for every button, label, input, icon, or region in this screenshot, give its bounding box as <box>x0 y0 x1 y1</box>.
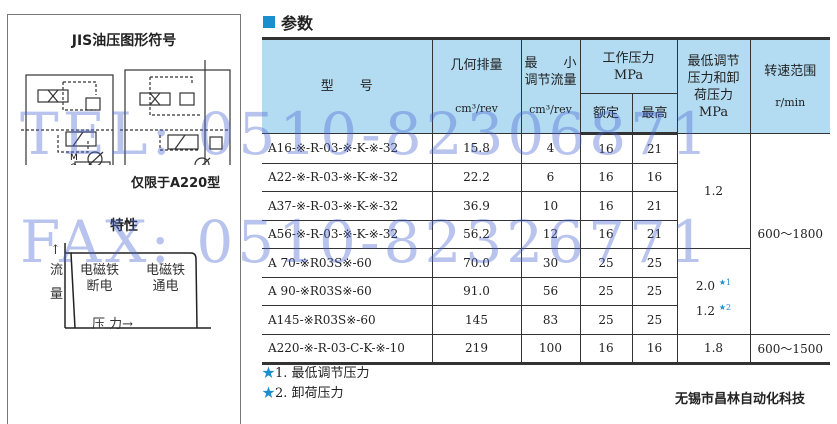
displacement-cell: 219 <box>431 333 522 364</box>
min-flow-cell: 83 <box>520 305 581 335</box>
rated-pressure-cell: 16 <box>579 333 633 364</box>
rated-pressure-cell: 25 <box>579 248 633 278</box>
model-cell: A 70-※R03S※-60 <box>262 248 433 278</box>
y-axis-label-2: 量 <box>50 287 64 302</box>
header-work-pressure: 工作压力 MPa <box>579 38 678 94</box>
header-rated: 额定 <box>580 93 633 135</box>
table-row: A220-※-R-03-C-K-※-10 219 100 16 16 1.8 600～150… <box>262 333 831 364</box>
max-pressure-cell: 25 <box>631 276 678 306</box>
rated-pressure-cell: 16 <box>579 133 633 164</box>
max-pressure-cell: 25 <box>631 305 678 335</box>
table-row: A16-※-R-03-※-K-※-32 15.8 4 16 21 1.2 600～1800 <box>262 133 831 335</box>
header-min-flow: 最 小调节流量 cm³/rev <box>520 38 581 134</box>
table-row: A 70-※R03S※-60 70.0 30 25 25 2.0 ★1 1.2 ★2 <box>262 248 830 335</box>
min-flow-cell: 100 <box>520 333 581 364</box>
section-marker-icon <box>263 16 275 28</box>
model-cell: A16-※-R-03-※-K-※-32 <box>262 133 433 164</box>
svg-text:O: O <box>70 163 77 165</box>
rated-pressure-cell: 16 <box>579 162 633 192</box>
hydraulic-symbol-diagram: M O <box>21 74 114 165</box>
a220-note: 仅限于A220型 <box>131 176 221 191</box>
max-pressure-cell: 16 <box>631 162 678 192</box>
displacement-cell: 22.2 <box>431 162 522 192</box>
left-panel: JIS油压图形符号 M O <box>7 14 241 424</box>
header-max: 最高 <box>631 93 678 135</box>
model-cell: A56-※-R-03-※-K-※-32 <box>262 219 433 249</box>
header-speed: 转速范围 r/min <box>749 38 831 134</box>
displacement-cell: 91.0 <box>431 276 522 306</box>
symbol-title: JIS油压图形符号 <box>71 33 177 49</box>
header-displacement: 几何排量 cm³/rev <box>431 38 522 134</box>
min-flow-cell: 10 <box>520 191 581 221</box>
hydraulic-symbol-diagram-a220 <box>120 60 231 165</box>
max-pressure-cell: 16 <box>631 333 678 364</box>
rated-pressure-cell: 16 <box>579 219 633 249</box>
min-pressure-cell: 2.0 ★1 1.2 ★2 <box>676 248 751 335</box>
displacement-cell: 70.0 <box>431 248 522 278</box>
footnotes: ★1. 最低调节压力 ★2. 卸荷压力 <box>262 364 370 404</box>
footnote: ★2. 卸荷压力 <box>262 386 344 401</box>
rated-pressure-cell: 16 <box>579 191 633 221</box>
region-on-label: 电磁铁 通电 <box>146 263 186 294</box>
table-row: A145-※R03S※-60 145 83 25 25 <box>262 305 830 335</box>
min-flow-cell: 56 <box>520 276 581 306</box>
table-row: A37-※-R-03-※-K-※-32 36.9 10 16 21 <box>262 191 830 221</box>
min-pressure-cell: 1.8 <box>676 333 751 364</box>
characteristic-title: 特性 <box>110 218 138 234</box>
x-axis-label: 压 力→ <box>92 317 134 332</box>
parameter-table: 型 号 几何排量 cm³/rev 最 小调节流量 cm³/rev 工作压力 MPa 最… <box>262 37 831 365</box>
speed-cell: 600～1500 <box>749 333 831 364</box>
region-off-label: 电磁铁 断电 <box>80 263 120 294</box>
svg-text:M: M <box>70 153 78 163</box>
model-cell: A22-※-R-03-※-K-※-32 <box>262 162 433 192</box>
footnote: ★1. 最低调节压力 <box>262 366 370 381</box>
header-model: 型 号 <box>262 38 433 134</box>
min-flow-cell: 12 <box>520 219 581 249</box>
header-min-pressure: 最低调节 压力和卸 荷压力 MPa <box>676 38 751 134</box>
displacement-cell: 145 <box>431 305 522 335</box>
min-flow-cell: 4 <box>520 133 581 164</box>
y-axis-label-1: 流 <box>50 263 64 278</box>
y-axis-arrow: ↑ <box>50 243 61 258</box>
displacement-cell: 36.9 <box>431 191 522 221</box>
model-cell: A37-※-R-03-※-K-※-32 <box>262 191 433 221</box>
speed-cell: 600～1800 <box>749 133 831 335</box>
rated-pressure-cell: 25 <box>579 276 633 306</box>
max-pressure-cell: 21 <box>631 133 678 164</box>
company-name: 无锡市昌林自动化科技 <box>675 392 806 407</box>
max-pressure-cell: 21 <box>631 219 678 249</box>
characteristic-curve <box>64 243 211 329</box>
min-flow-cell: 6 <box>520 162 581 192</box>
model-cell: A 90-※R03S※-60 <box>262 276 433 306</box>
model-cell: A145-※R03S※-60 <box>262 305 433 335</box>
displacement-cell: 15.8 <box>431 133 522 164</box>
max-pressure-cell: 21 <box>631 191 678 221</box>
model-cell: A220-※-R-03-C-K-※-10 <box>262 333 433 364</box>
max-pressure-cell: 25 <box>631 248 678 278</box>
rated-pressure-cell: 25 <box>579 305 633 335</box>
section-title: 参数 <box>263 10 313 34</box>
min-pressure-cell: 1.2 <box>676 133 751 249</box>
min-flow-cell: 30 <box>520 248 581 278</box>
table-row: A 90-※R03S※-60 91.0 56 25 25 <box>262 276 830 306</box>
displacement-cell: 56.2 <box>431 219 522 249</box>
